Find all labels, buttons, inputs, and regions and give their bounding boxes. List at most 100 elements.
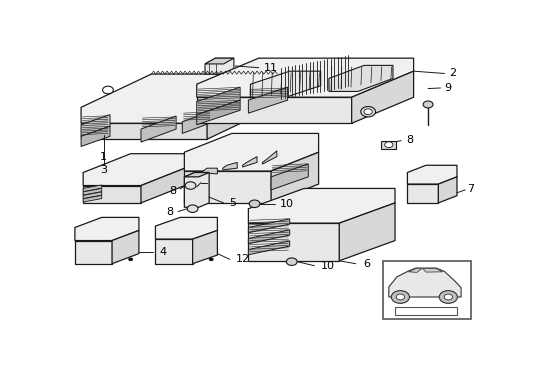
- Bar: [168, 249, 173, 253]
- Polygon shape: [352, 71, 414, 123]
- Bar: [80, 245, 85, 249]
- Circle shape: [364, 109, 372, 115]
- Polygon shape: [192, 230, 217, 264]
- Text: 5: 5: [229, 198, 236, 208]
- Bar: [413, 194, 418, 197]
- Bar: [427, 189, 433, 192]
- Text: 3: 3: [100, 165, 107, 174]
- Polygon shape: [83, 154, 189, 185]
- Polygon shape: [407, 184, 438, 203]
- Text: 12: 12: [236, 255, 250, 264]
- Circle shape: [209, 258, 213, 261]
- Text: 8: 8: [166, 208, 173, 217]
- Polygon shape: [205, 58, 234, 64]
- Polygon shape: [182, 111, 211, 133]
- Text: 10: 10: [321, 261, 335, 271]
- Polygon shape: [197, 97, 352, 123]
- Text: 6: 6: [363, 259, 370, 269]
- Polygon shape: [271, 164, 308, 190]
- Polygon shape: [141, 167, 189, 203]
- Bar: [220, 178, 231, 184]
- Text: 4: 4: [159, 247, 167, 257]
- Bar: [427, 194, 433, 197]
- Circle shape: [385, 142, 393, 148]
- Circle shape: [361, 106, 376, 117]
- Text: 7: 7: [467, 184, 474, 194]
- Polygon shape: [329, 65, 393, 91]
- Bar: [191, 178, 201, 184]
- Polygon shape: [141, 116, 176, 142]
- Polygon shape: [81, 126, 110, 146]
- Text: 1: 1: [100, 152, 107, 162]
- Bar: [420, 194, 425, 197]
- Polygon shape: [75, 241, 112, 264]
- Polygon shape: [81, 115, 110, 136]
- Polygon shape: [83, 185, 141, 203]
- Polygon shape: [262, 151, 277, 164]
- Bar: [160, 249, 166, 253]
- Bar: [205, 178, 216, 184]
- Circle shape: [444, 294, 453, 300]
- Bar: [250, 178, 260, 184]
- Circle shape: [439, 291, 457, 303]
- Circle shape: [187, 205, 198, 212]
- Polygon shape: [83, 192, 102, 199]
- Bar: [114, 188, 123, 196]
- Bar: [191, 190, 201, 196]
- Bar: [235, 190, 246, 196]
- Polygon shape: [389, 268, 461, 297]
- Polygon shape: [184, 171, 271, 203]
- Polygon shape: [243, 156, 257, 167]
- Circle shape: [102, 86, 114, 94]
- Bar: [87, 251, 93, 255]
- Bar: [87, 245, 93, 249]
- Circle shape: [185, 182, 196, 189]
- Bar: [205, 190, 216, 196]
- Polygon shape: [197, 100, 240, 125]
- Polygon shape: [81, 123, 207, 139]
- Polygon shape: [83, 185, 102, 192]
- Polygon shape: [248, 188, 395, 223]
- Polygon shape: [184, 173, 209, 207]
- Bar: [160, 243, 166, 247]
- Bar: [220, 190, 231, 196]
- Bar: [80, 251, 85, 255]
- Bar: [395, 307, 457, 315]
- Text: 8: 8: [169, 186, 176, 196]
- Bar: [383, 261, 471, 319]
- Polygon shape: [156, 217, 217, 239]
- Circle shape: [286, 258, 297, 265]
- Circle shape: [391, 291, 409, 303]
- Polygon shape: [112, 230, 139, 264]
- Polygon shape: [223, 162, 237, 170]
- Bar: [95, 251, 100, 255]
- Polygon shape: [438, 177, 457, 203]
- Polygon shape: [81, 74, 277, 123]
- Bar: [235, 178, 246, 184]
- Polygon shape: [197, 58, 414, 97]
- Polygon shape: [156, 239, 192, 264]
- Bar: [175, 249, 181, 253]
- Text: 8: 8: [406, 135, 413, 144]
- Polygon shape: [184, 173, 209, 177]
- Text: 9: 9: [445, 83, 451, 92]
- Circle shape: [396, 294, 405, 300]
- Circle shape: [423, 101, 433, 108]
- Text: 00029440: 00029440: [407, 308, 446, 317]
- Bar: [175, 243, 181, 247]
- Polygon shape: [248, 87, 288, 113]
- Polygon shape: [75, 217, 139, 241]
- Circle shape: [249, 200, 260, 208]
- Bar: [250, 190, 260, 196]
- Text: 11: 11: [264, 63, 278, 73]
- Polygon shape: [409, 268, 422, 272]
- Polygon shape: [83, 188, 102, 195]
- Text: 10: 10: [279, 199, 293, 209]
- Bar: [382, 141, 396, 149]
- Polygon shape: [248, 230, 290, 244]
- Polygon shape: [251, 71, 321, 99]
- Bar: [102, 188, 111, 196]
- Polygon shape: [203, 168, 217, 174]
- Polygon shape: [248, 219, 290, 233]
- Polygon shape: [340, 203, 395, 261]
